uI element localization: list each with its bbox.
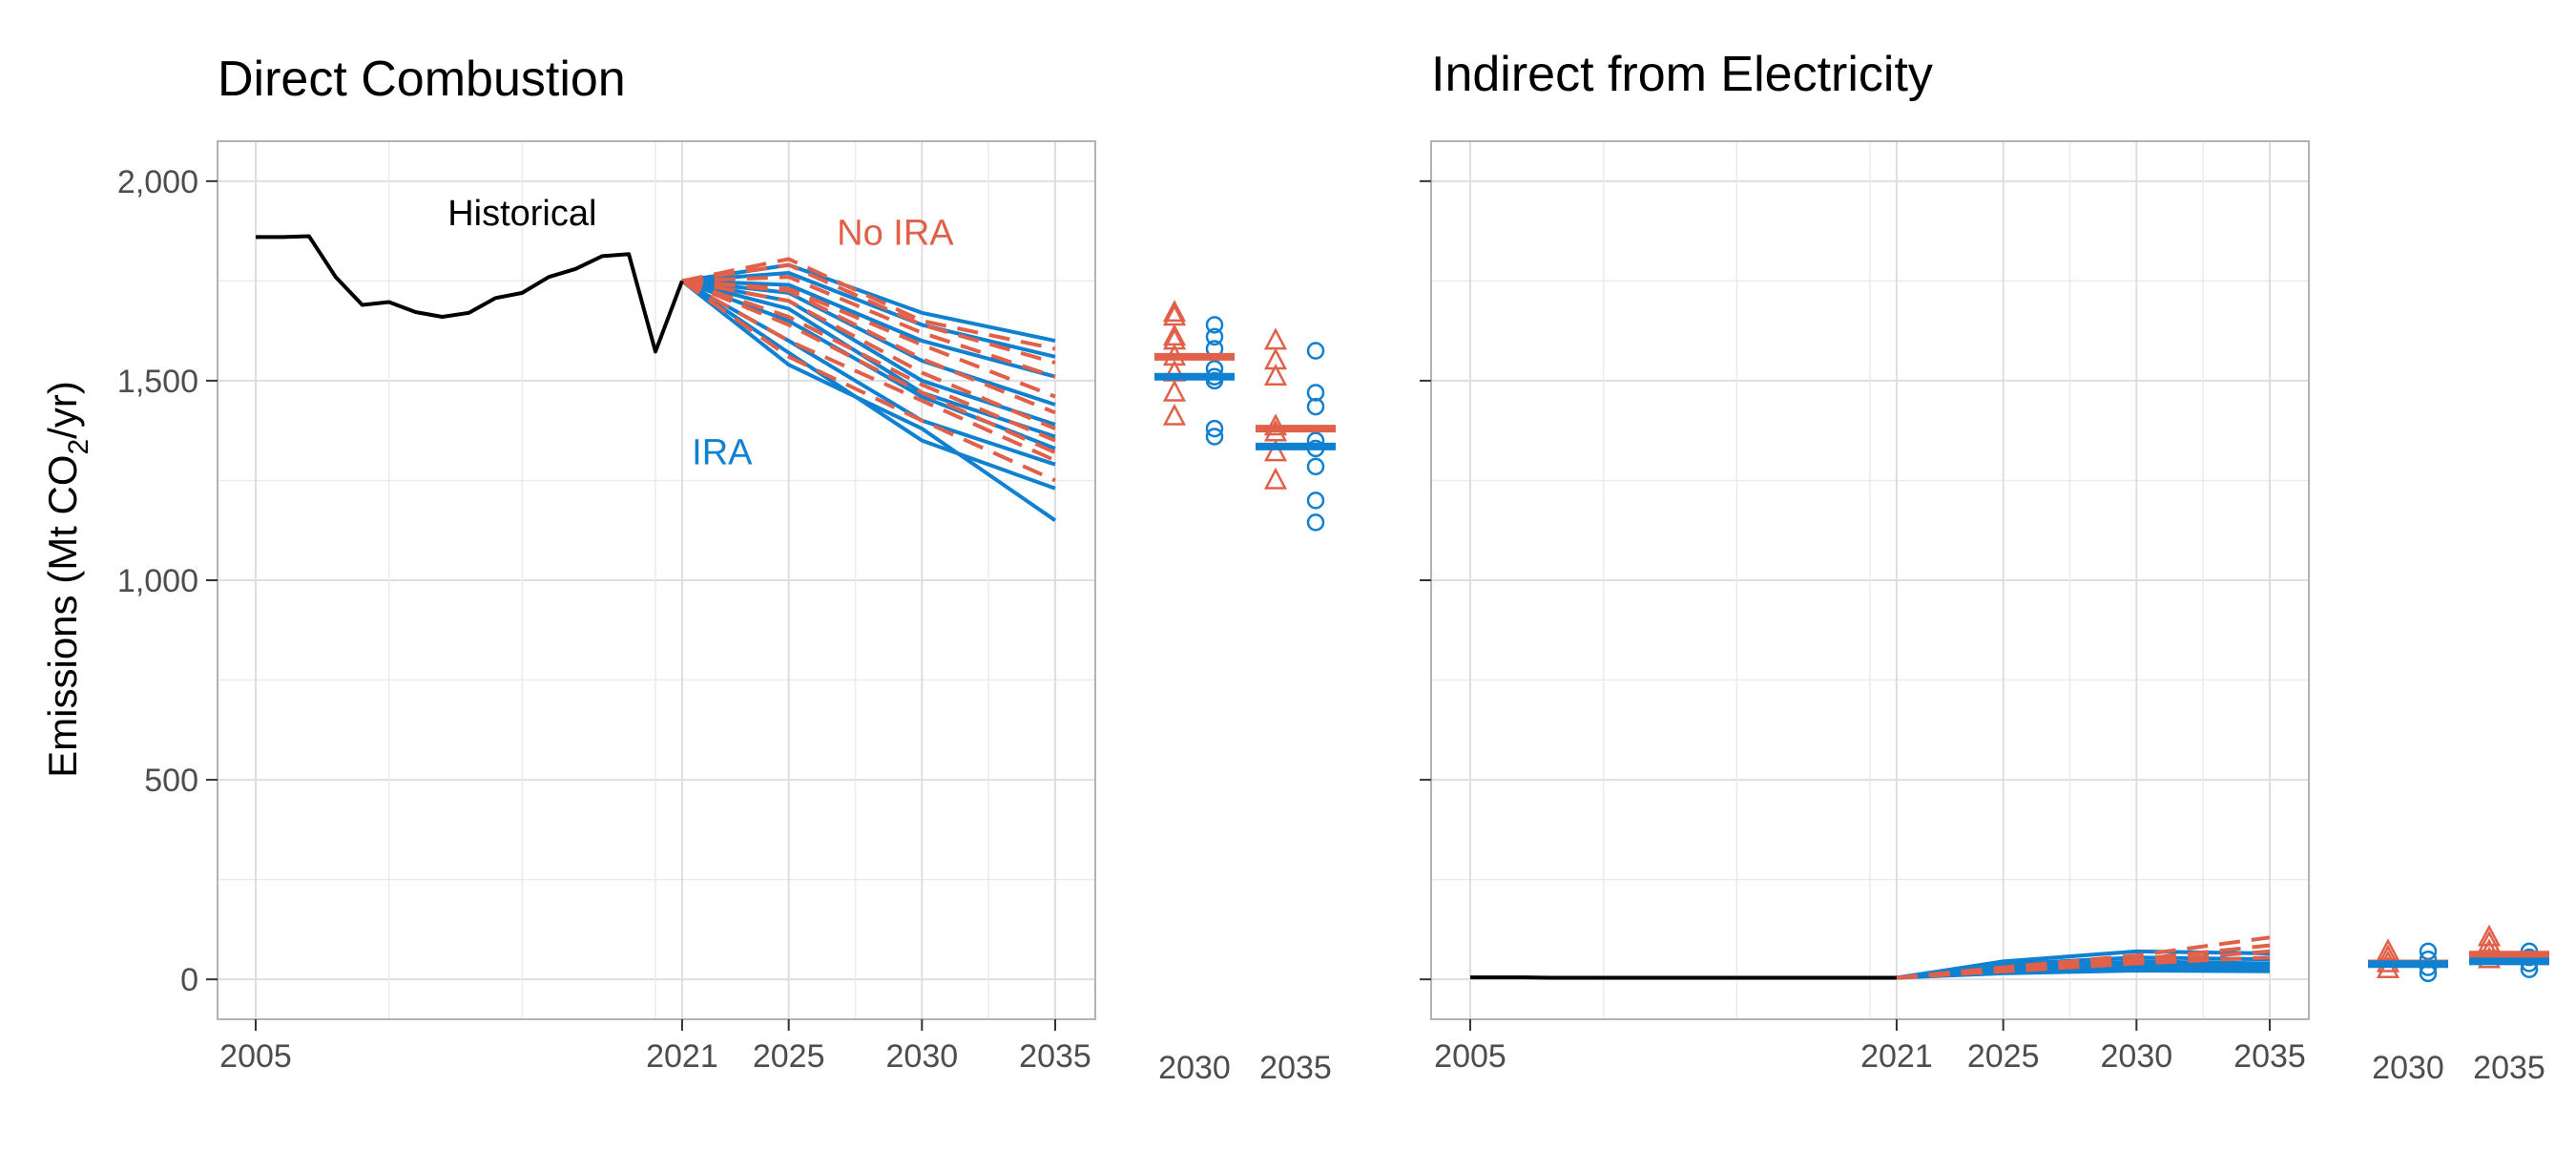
- annotation-ira: IRA: [692, 433, 753, 473]
- y-tick-label: 0: [180, 962, 198, 998]
- x-tick-label: 2030: [2101, 1038, 2173, 1075]
- panel-title: Indirect from Electricity: [1431, 47, 1933, 102]
- x-tick-label: 2005: [219, 1038, 292, 1075]
- y-tick-label: 1,500: [117, 364, 198, 400]
- x-tick-label: 2030: [886, 1038, 959, 1075]
- summary-year-label: 2035: [1259, 1050, 1332, 1086]
- y-tick-label: 1,000: [117, 563, 198, 599]
- summary-year-label: 2030: [2372, 1050, 2444, 1086]
- y-tick-label: 2,000: [117, 164, 198, 200]
- x-tick-label: 2025: [1967, 1038, 2040, 1075]
- x-tick-label: 2025: [753, 1038, 825, 1075]
- annotation-no-ira: No IRA: [837, 214, 954, 254]
- panel-title: Direct Combustion: [218, 52, 626, 107]
- summary-year-label: 2035: [2473, 1050, 2545, 1086]
- x-tick-label: 2021: [1860, 1038, 1933, 1075]
- x-tick-label: 2035: [2233, 1038, 2306, 1075]
- x-tick-label: 2035: [1019, 1038, 1091, 1075]
- annotation-historical: Historical: [447, 194, 596, 234]
- x-tick-label: 2005: [1434, 1038, 1506, 1075]
- summary-year-label: 2030: [1158, 1050, 1231, 1086]
- y-tick-label: 500: [144, 763, 198, 799]
- x-tick-label: 2021: [646, 1038, 718, 1075]
